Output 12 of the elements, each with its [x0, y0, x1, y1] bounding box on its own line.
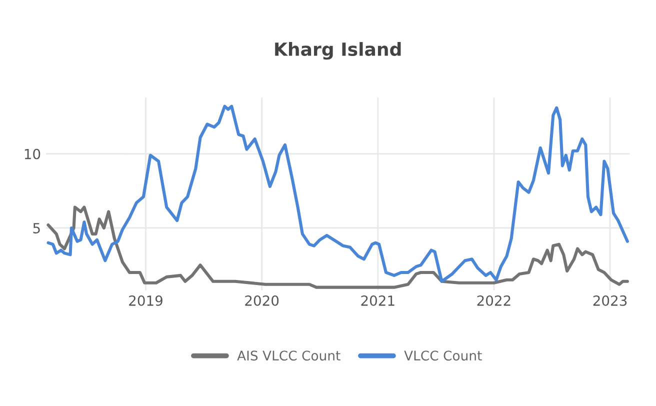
line-series: [46, 206, 629, 289]
x-tick-label: 2020: [245, 295, 279, 306]
y-tick-label: 5: [33, 223, 40, 234]
y-tick-label: 10: [24, 148, 40, 160]
legend-label: VLCC Count: [404, 350, 482, 361]
legend-label: AIS VLCC Count: [237, 350, 340, 361]
chart-title: Kharg Island: [275, 42, 401, 60]
line-series: [46, 104, 629, 283]
x-tick-label: 2023: [593, 295, 627, 306]
x-tick-label: 2022: [477, 295, 510, 306]
x-tick-label: 2021: [361, 295, 394, 306]
x-tick-label: 2019: [129, 295, 162, 306]
